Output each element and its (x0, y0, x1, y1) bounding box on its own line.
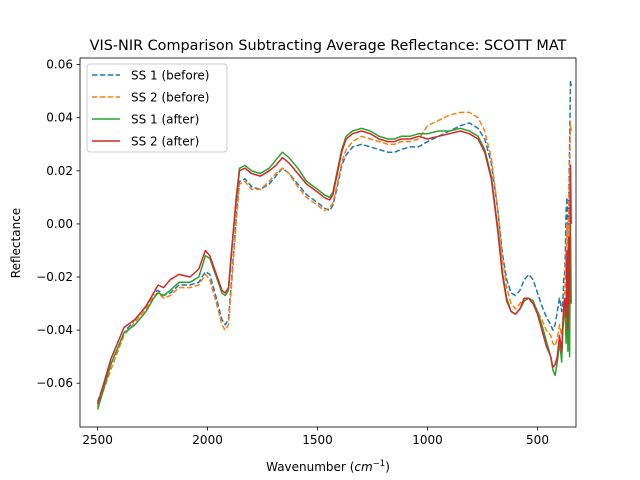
x-tick-label: 2000 (192, 433, 223, 447)
x-axis-label-unit: cm (354, 460, 372, 474)
y-tick-label: 0.06 (46, 58, 73, 72)
y-tick-label: −0.04 (36, 323, 73, 337)
x-axis-label-unit-exponent: −1 (373, 459, 386, 469)
x-axis-label: Wavenumber (cm−1) (266, 459, 390, 474)
y-tick-label: 0.00 (46, 217, 73, 231)
y-axis-label: Reflectance (9, 208, 23, 278)
legend-label-2: SS 2 (before) (131, 91, 209, 105)
x-tick-label: 2500 (82, 433, 113, 447)
legend: SS 1 (before) SS 2 (before) SS 1 (after) SS… (87, 64, 227, 152)
x-axis-label-text: Wavenumber (266, 460, 346, 474)
legend-label-4: SS 2 (after) (131, 135, 199, 149)
chart-title: VIS-NIR Comparison Subtracting Average R… (90, 38, 567, 54)
x-tick-label: 1500 (302, 433, 333, 447)
x-tick-label: 500 (526, 433, 549, 447)
legend-label-3: SS 1 (after) (131, 113, 199, 127)
legend-label-1: SS 1 (before) (131, 69, 209, 83)
y-tick-label: 0.04 (46, 111, 73, 125)
y-tick-label: −0.06 (36, 376, 73, 390)
x-tick-label: 1000 (412, 433, 443, 447)
y-tick-label: 0.02 (46, 164, 73, 178)
y-tick-label: −0.02 (36, 270, 73, 284)
